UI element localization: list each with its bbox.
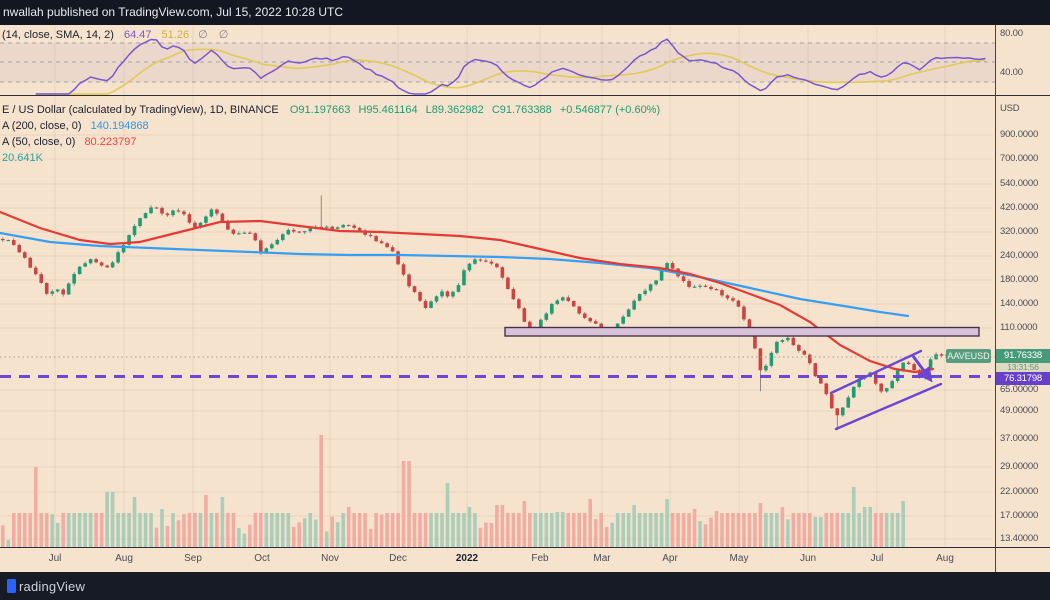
- analyst-drawings[interactable]: [0, 326, 995, 431]
- price-tick: 37.00000: [1000, 433, 1039, 444]
- rsi-legend[interactable]: (14, close, SMA, 14, 2) 64.47 51.26 ∅ ∅: [2, 28, 232, 41]
- price-tick: 700.0000: [1000, 153, 1039, 164]
- ma50-legend-row[interactable]: A (50, close, 0) 80.223797: [2, 136, 136, 148]
- time-tick: Nov: [321, 553, 339, 564]
- gridlines: [0, 26, 993, 547]
- ohlc-open: O91.197663: [289, 104, 351, 116]
- priceaxis-separator[interactable]: [995, 25, 996, 572]
- time-tick: Mar: [593, 553, 611, 564]
- time-tick: May: [729, 553, 749, 564]
- volume-value: 20.641K: [2, 152, 43, 164]
- attribution-text: nwallah published on TradingView.com, Ju…: [3, 5, 343, 19]
- time-tick: Aug: [115, 553, 133, 564]
- symbol-legend-row[interactable]: E / US Dollar (calculated by TradingView…: [2, 104, 660, 116]
- ma50-value: 80.223797: [84, 136, 137, 148]
- candlesticks: [0, 195, 988, 431]
- ohlc-close: C91.763388: [491, 104, 552, 116]
- price-tick: 22.00000: [1000, 486, 1039, 497]
- time-tick: Jul: [48, 553, 62, 564]
- ohlc-high: H95.461164: [358, 104, 418, 116]
- ma50-label: A (50, close, 0): [2, 136, 76, 148]
- price-tick: 140.0000: [1000, 298, 1039, 309]
- price-tick: 420.0000: [1000, 202, 1039, 213]
- support-line-badge: 76.31798: [996, 371, 1050, 385]
- price-tick: 180.0000: [1000, 274, 1039, 285]
- volume-bars: [0, 435, 905, 547]
- price-tick: 17.00000: [1000, 510, 1039, 521]
- rsi-sma-value: 51.26: [161, 29, 190, 41]
- rsi-tick: 80.00: [1000, 28, 1023, 39]
- ma200-label: A (200, close, 0): [2, 120, 82, 132]
- attribution-bar: nwallah published on TradingView.com, Ju…: [0, 0, 1050, 25]
- currency-label: USD: [1000, 103, 1020, 114]
- price-tick: 900.0000: [1000, 129, 1039, 140]
- tradingview-brand[interactable]: radingView: [19, 578, 86, 594]
- tradingview-logo-icon[interactable]: [7, 579, 16, 593]
- price-tick: 13.40000: [1000, 533, 1039, 544]
- rsi-tick: 40.00: [1000, 67, 1023, 78]
- bar-countdown: 13:31:56: [996, 362, 1050, 372]
- last-price-badge: 91.76338: [996, 349, 1050, 363]
- time-tick: Dec: [389, 553, 407, 564]
- symbol-tag: AAVEUSD: [946, 349, 991, 363]
- symbol-title: E / US Dollar (calculated by TradingView…: [2, 104, 279, 116]
- time-tick: Aug: [936, 553, 954, 564]
- time-tick: 2022: [455, 553, 479, 564]
- rsi-plot: [0, 38, 995, 95]
- time-tick: Oct: [254, 553, 270, 564]
- timeaxis-separator: [0, 547, 1050, 548]
- price-tick: 110.0000: [1000, 322, 1038, 333]
- rsi-value: 64.47: [123, 29, 152, 41]
- time-tick: Jun: [799, 553, 817, 564]
- panel-separator[interactable]: [0, 95, 1050, 96]
- ma200-value: 140.194868: [90, 120, 149, 132]
- time-tick: Jul: [870, 553, 884, 564]
- time-tick: Feb: [531, 553, 549, 564]
- price-tick: 540.0000: [1000, 178, 1039, 189]
- rsi-extra-values: ∅ ∅: [198, 29, 233, 41]
- ma200-legend-row[interactable]: A (200, close, 0) 140.194868: [2, 120, 149, 132]
- time-tick: Sep: [184, 553, 202, 564]
- price-tick: 29.00000: [1000, 461, 1039, 472]
- ohlc-low: L89.362982: [425, 104, 484, 116]
- price-tick: 320.0000: [1000, 226, 1039, 237]
- price-tick: 65.00000: [1000, 384, 1039, 395]
- price-tick: 49.00000: [1000, 405, 1039, 416]
- time-tick: Apr: [662, 553, 678, 564]
- volume-legend-row[interactable]: 20.641K: [2, 152, 43, 164]
- footer-bar: radingView: [0, 572, 1050, 600]
- price-tick: 240.0000: [1000, 250, 1039, 261]
- rsi-params: (14, close, SMA, 14, 2): [2, 29, 114, 41]
- ohlc-change: +0.546877 (+0.60%): [559, 104, 661, 116]
